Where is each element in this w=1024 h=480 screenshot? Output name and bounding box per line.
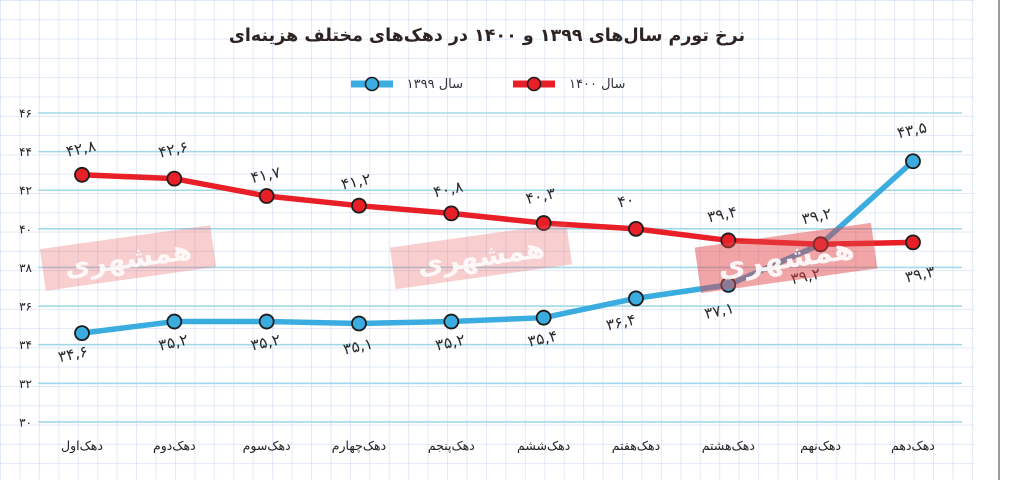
data-point	[166, 313, 183, 330]
series-line-1	[79, 172, 916, 248]
data-point	[535, 215, 552, 231]
data-label: ۳۴,۶	[56, 342, 89, 366]
legend-item-1399: سال ۱۳۹۹	[349, 75, 463, 93]
data-label: ۳۵,۴	[526, 327, 559, 351]
data-point	[351, 197, 367, 214]
x-category-label: دهک‌هشتم	[702, 438, 755, 454]
legend: سال ۱۳۹۹ سال ۱۴۰۰	[0, 72, 974, 96]
data-point	[720, 276, 737, 293]
data-point	[74, 166, 90, 183]
x-category-label: دهک‌دوم	[153, 438, 196, 454]
x-category-label: دهک‌دهم	[891, 438, 935, 454]
data-point	[258, 188, 275, 204]
data-label: ۳۶,۴	[604, 311, 637, 335]
data-label: ۴۰,۸	[432, 178, 465, 202]
data-point	[905, 234, 921, 251]
x-category-label: دهک‌نهم	[800, 438, 841, 454]
legend-marker	[526, 76, 542, 92]
legend-marker	[364, 76, 379, 92]
y-tick-label: ۴۶	[19, 107, 32, 121]
data-point	[443, 313, 460, 330]
x-category-label: دهک‌چهارم	[332, 438, 386, 454]
legend-item-1400: سال ۱۴۰۰	[511, 75, 625, 93]
data-label: ۴۲,۸	[64, 137, 97, 161]
data-label: ۳۹,۳	[903, 263, 936, 287]
page-edge-line	[998, 0, 1000, 480]
data-label: ۴۲,۶	[157, 138, 190, 162]
legend-label-1399: سال ۱۳۹۹	[406, 76, 463, 92]
y-tick-label: ۳۶	[19, 300, 32, 314]
data-point	[720, 232, 737, 249]
data-point	[351, 315, 367, 332]
x-category-label: دهک‌ششم	[517, 438, 570, 454]
data-point	[628, 220, 644, 237]
data-label: ۳۷,۱	[703, 299, 736, 323]
y-tick-label: ۳۴	[19, 338, 32, 352]
data-label: ۳۹,۴	[706, 203, 739, 227]
data-point	[628, 290, 644, 307]
x-category-label: دهک‌اول	[61, 438, 103, 454]
data-label: ۳۹,۲	[800, 205, 833, 229]
y-tick-label: ۳۰	[19, 415, 32, 429]
series-line-0	[79, 158, 916, 336]
line-marker-swatch-icon	[350, 76, 393, 92]
chart-title: نرخ تورم سال‌های ۱۳۹۹ و ۱۴۰۰ در دهک‌های …	[228, 26, 746, 46]
y-tick-label: ۳۸	[19, 261, 32, 275]
line-marker-swatch-icon	[513, 76, 555, 92]
data-label: ۴۳,۵	[895, 118, 928, 142]
data-label: ۳۵,۲	[434, 331, 467, 355]
data-label: ۴۰,۳	[524, 184, 557, 208]
data-point	[74, 325, 90, 342]
data-point	[812, 236, 829, 253]
data-label: ۳۵,۱	[341, 335, 374, 359]
data-label: ۳۹,۲	[789, 265, 822, 289]
y-tick-label: ۴۴	[19, 145, 32, 159]
data-label: ۴۱,۲	[339, 170, 372, 194]
data-label: ۴۰	[616, 190, 636, 211]
data-label: ۳۵,۲	[249, 331, 282, 355]
data-point	[258, 313, 275, 330]
graph-paper-background	[0, 0, 974, 480]
data-point	[166, 170, 183, 187]
x-category-label: دهک‌هفتم	[612, 438, 660, 454]
x-category-label: دهک‌سوم	[243, 438, 291, 454]
y-tick-label: ۴۲	[19, 184, 32, 198]
data-point	[443, 205, 460, 222]
data-label: ۴۱,۷	[249, 163, 282, 187]
x-category-label: دهک‌پنجم	[428, 438, 475, 454]
y-tick-label: ۴۰	[19, 222, 32, 236]
data-point	[535, 309, 552, 326]
legend-label-1400: سال ۱۴۰۰	[569, 76, 626, 92]
y-tick-label: ۳۲	[19, 377, 32, 391]
data-point	[905, 153, 921, 170]
data-label: ۳۵,۲	[157, 331, 190, 355]
